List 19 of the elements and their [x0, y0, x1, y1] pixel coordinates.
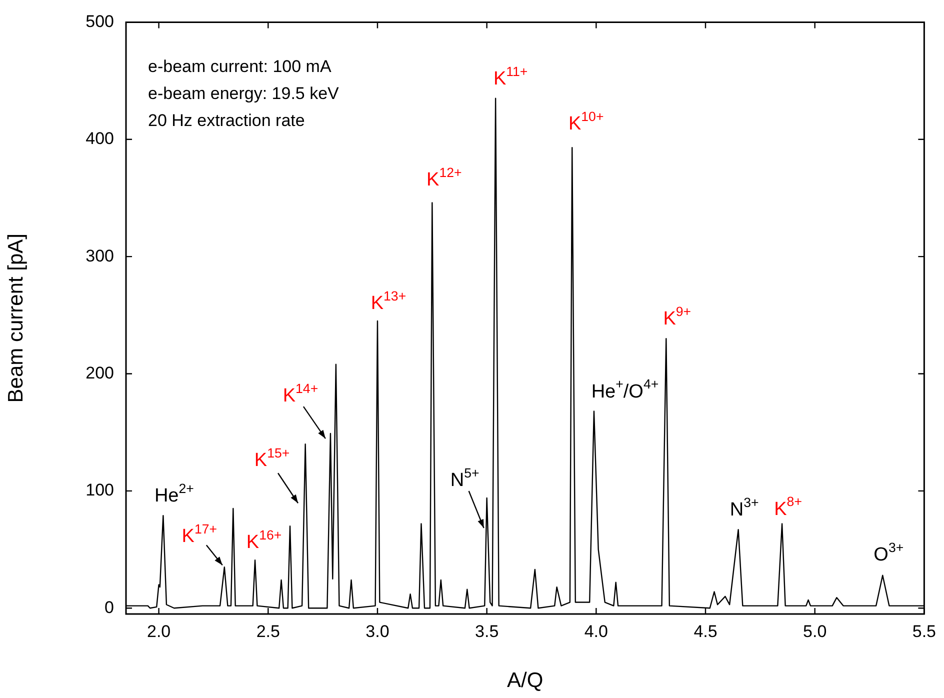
y-tick-label: 0 — [104, 598, 114, 617]
x-tick-label: 2.0 — [146, 622, 171, 641]
x-axis-title: A/Q — [507, 669, 544, 692]
y-tick-label: 400 — [86, 129, 114, 148]
annotation: 20 Hz extraction rate — [148, 111, 305, 130]
annotation: e-beam energy: 19.5 keV — [148, 84, 340, 104]
annotation: e-beam current: 100 mA — [148, 57, 332, 76]
x-tick-label: 3.5 — [475, 622, 499, 641]
x-tick-label: 5.5 — [912, 622, 936, 641]
x-tick-label: 3.0 — [366, 622, 390, 641]
x-tick-label: 2.5 — [256, 622, 280, 641]
x-tick-label: 4.0 — [584, 622, 608, 641]
y-tick-label: 300 — [86, 246, 114, 266]
y-tick-label: 500 — [86, 12, 114, 31]
y-tick-label: 100 — [86, 480, 114, 500]
y-tick-label: 200 — [86, 363, 114, 382]
x-tick-label: 5.0 — [803, 622, 827, 641]
x-tick-label: 4.5 — [694, 622, 718, 641]
y-axis-title: Beam current [pA] — [4, 233, 28, 403]
